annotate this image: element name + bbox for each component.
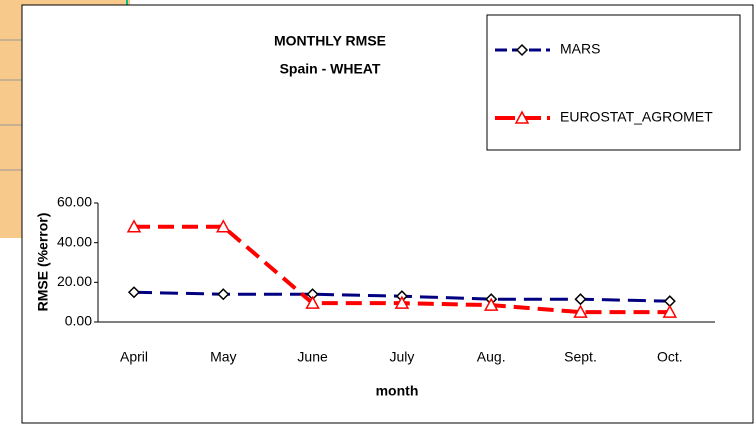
point bbox=[483, 297, 499, 311]
legend-label: EUROSTAT_AGROMET bbox=[560, 109, 713, 125]
x-tick-label: May bbox=[210, 349, 236, 365]
point bbox=[305, 295, 320, 309]
point bbox=[574, 293, 587, 306]
legend-box bbox=[486, 14, 741, 151]
chart-subtitle: Spain - WHEAT bbox=[280, 61, 381, 77]
point bbox=[126, 219, 142, 233]
point bbox=[573, 304, 588, 318]
x-tick-label: Aug. bbox=[477, 349, 506, 365]
y-axis-label: RMSE (%error) bbox=[35, 213, 51, 312]
x-tick-label: April bbox=[120, 349, 148, 365]
point bbox=[394, 295, 410, 309]
y-tick-label: 20.00 bbox=[57, 273, 92, 289]
point bbox=[127, 286, 141, 299]
x-tick-label: June bbox=[297, 349, 328, 365]
chart-title: MONTHLY RMSE bbox=[274, 33, 386, 49]
legend-marker bbox=[515, 43, 529, 57]
legend-marker bbox=[514, 110, 530, 124]
point bbox=[662, 304, 678, 318]
point bbox=[216, 219, 231, 233]
y-tick-label: 0.00 bbox=[65, 313, 92, 329]
legend-label: MARS bbox=[560, 41, 600, 57]
x-tick-label: Oct. bbox=[657, 349, 683, 365]
x-tick-label: Sept. bbox=[564, 349, 597, 365]
point bbox=[217, 288, 230, 301]
y-tick-label: 40.00 bbox=[57, 233, 92, 249]
y-tick-label: 60.00 bbox=[57, 194, 92, 210]
x-axis-label: month bbox=[376, 383, 419, 399]
x-tick-label: July bbox=[389, 349, 414, 365]
